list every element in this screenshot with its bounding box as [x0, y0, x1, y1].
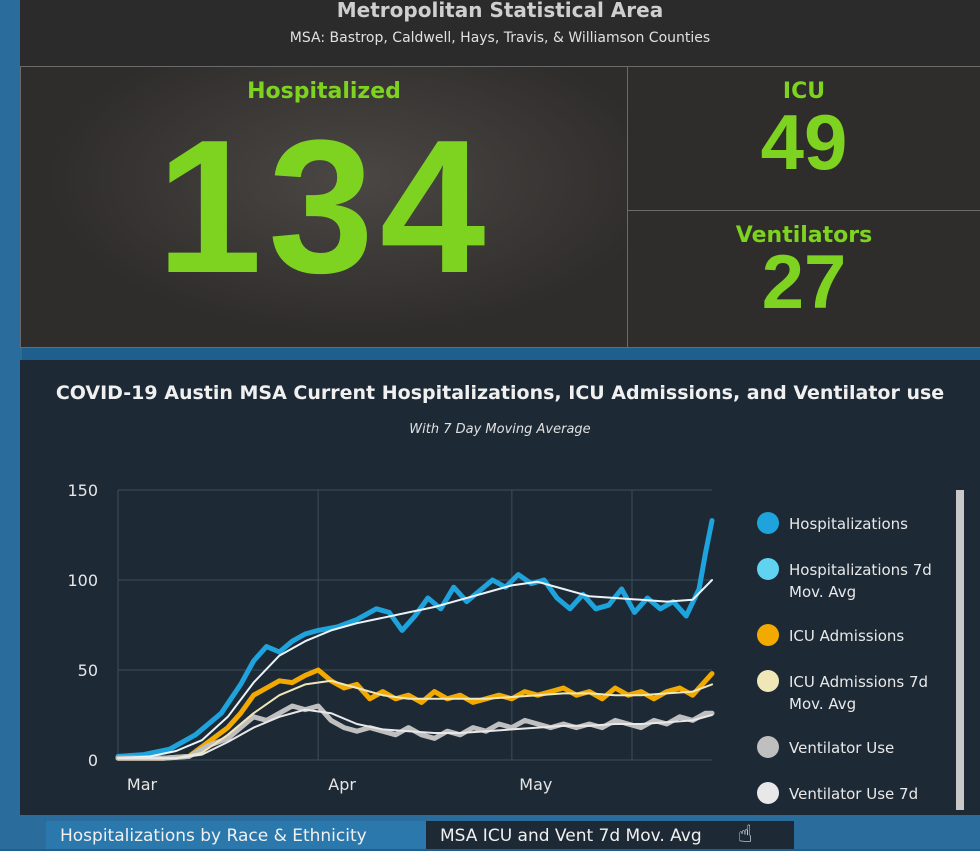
chart-subtitle: With 7 Day Moving Average: [409, 422, 591, 437]
legend-dot-icon: [757, 512, 779, 534]
ventilators-value: 27: [761, 240, 847, 325]
legend-dot-icon: [757, 558, 779, 580]
legend-label: Hospitalizations: [789, 515, 908, 533]
legend-item[interactable]: Ventilator Use: [755, 734, 955, 780]
legend-label: ICU Admissions 7d Mov. Avg: [789, 673, 929, 713]
x-tick-label: May: [519, 775, 552, 794]
tab-bar: Hospitalizations by Race & Ethnicity MSA…: [20, 815, 980, 849]
series-line-3[interactable]: [117, 679, 713, 760]
legend-item[interactable]: Hospitalizations 7d Mov. Avg: [755, 556, 955, 622]
legend-dot-icon: [757, 736, 779, 758]
icu-value: 49: [760, 98, 848, 186]
icu-indicator[interactable]: ICU 49: [627, 66, 980, 211]
dashboard-title: Metropolitan Statistical Area: [336, 0, 664, 22]
dashboard-subtitle: MSA: Bastrop, Caldwell, Hays, Travis, & …: [289, 30, 711, 46]
ventilators-label: Ventilators: [735, 223, 873, 248]
legend-dot-icon: [757, 624, 779, 646]
legend-scrollbar[interactable]: [956, 490, 964, 810]
x-tick-label: Apr: [328, 775, 356, 794]
y-tick-label: 150: [67, 481, 98, 500]
chart-title: COVID-19 Austin MSA Current Hospitalizat…: [55, 382, 945, 404]
window-frame: [0, 0, 22, 849]
chart-legend[interactable]: Hospitalizations Hospitalizations 7d Mov.…: [755, 510, 955, 826]
dashboard-header: Metropolitan Statistical Area MSA: Bastr…: [20, 0, 980, 68]
hospitalized-value: 134: [156, 101, 492, 313]
legend-item[interactable]: Hospitalizations: [755, 510, 955, 556]
chart-panel: COVID-19 Austin MSA Current Hospitalizat…: [20, 360, 980, 815]
series-line-0[interactable]: [115, 518, 715, 759]
legend-dot-icon: [757, 670, 779, 692]
hospitalized-indicator[interactable]: Hospitalized 134: [20, 66, 628, 348]
legend-item[interactable]: Ventilator Use 7d: [755, 780, 955, 826]
y-tick-label: 100: [67, 571, 98, 590]
x-tick-label: Mar: [127, 775, 158, 794]
y-tick-label: 0: [88, 751, 98, 770]
legend-dot-icon: [757, 782, 779, 804]
legend-item[interactable]: ICU Admissions 7d Mov. Avg: [755, 668, 955, 734]
hospitalized-label: Hospitalized: [247, 79, 401, 104]
line-chart[interactable]: 0 50 100 150 Mar Apr May: [20, 360, 980, 815]
legend-label: Ventilator Use: [789, 739, 895, 757]
hand-cursor-icon: ☝: [738, 820, 753, 848]
icu-label: ICU: [782, 79, 826, 104]
ventilators-indicator[interactable]: Ventilators 27: [627, 210, 980, 348]
series-line-1[interactable]: [117, 579, 713, 760]
series-line-5[interactable]: [117, 708, 713, 760]
legend-label: Ventilator Use 7d: [789, 785, 919, 803]
legend-item[interactable]: ICU Admissions: [755, 622, 955, 668]
tab-race-ethnicity[interactable]: Hospitalizations by Race & Ethnicity: [46, 821, 434, 849]
legend-label: Hospitalizations 7d Mov. Avg: [789, 561, 932, 601]
legend-label: ICU Admissions: [789, 627, 905, 645]
y-tick-label: 50: [78, 661, 98, 680]
tab-icu-vent-avg[interactable]: MSA ICU and Vent 7d Mov. Avg: [426, 821, 794, 849]
